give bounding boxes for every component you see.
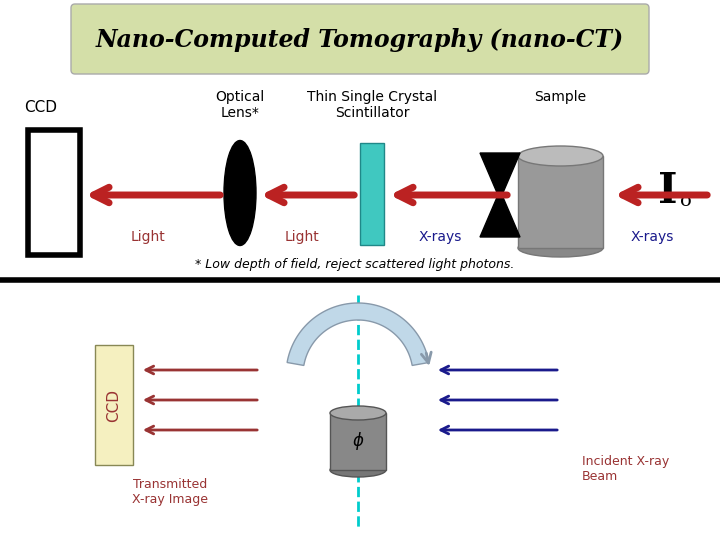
Ellipse shape (518, 146, 603, 166)
Text: I: I (658, 170, 678, 212)
Text: CCD: CCD (24, 100, 57, 115)
Bar (360, 143, 384, 245)
Text: Incident X-ray
Beam: Incident X-ray Beam (582, 455, 670, 483)
Bar (28, 130, 80, 255)
Text: Thin Single Crystal
Scintillator: Thin Single Crystal Scintillator (307, 90, 437, 120)
Text: Light: Light (130, 230, 166, 244)
Text: Light: Light (284, 230, 320, 244)
Text: Sample: Sample (534, 90, 586, 104)
Text: X-rays: X-rays (418, 230, 462, 244)
Ellipse shape (330, 406, 386, 420)
Text: $\phi$: $\phi$ (352, 430, 364, 453)
Polygon shape (480, 153, 520, 195)
Text: CCD: CCD (107, 388, 122, 422)
Bar (330, 413, 386, 470)
Polygon shape (480, 195, 520, 237)
Text: Nano-Computed Tomography (nano-CT): Nano-Computed Tomography (nano-CT) (96, 28, 624, 52)
Text: * Low depth of field, reject scattered light photons.: * Low depth of field, reject scattered l… (195, 258, 514, 271)
Ellipse shape (330, 463, 386, 477)
Bar (95, 345, 133, 465)
Text: Optical
Lens*: Optical Lens* (215, 90, 265, 120)
Polygon shape (287, 303, 429, 366)
Ellipse shape (518, 239, 603, 257)
Text: Transmitted
X-ray Image: Transmitted X-ray Image (132, 478, 208, 506)
FancyBboxPatch shape (71, 4, 649, 74)
Ellipse shape (224, 140, 256, 246)
Bar (518, 156, 603, 248)
Text: o: o (680, 192, 692, 210)
Text: X-rays: X-rays (630, 230, 674, 244)
